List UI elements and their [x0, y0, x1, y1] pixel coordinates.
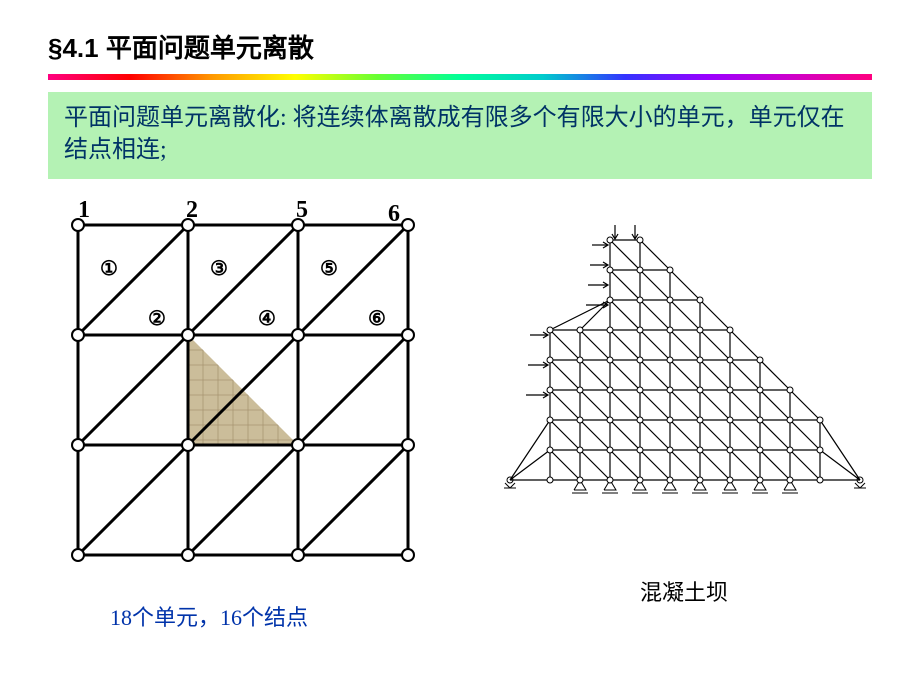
grid-lines — [78, 225, 408, 555]
element-label-1: ① — [100, 258, 118, 280]
element-label-3: ③ — [210, 258, 228, 280]
description-text: 平面问题单元离散化: 将连续体离散成有限多个有限大小的单元，单元仅在结点相连; — [64, 105, 845, 163]
element-label-6: ⑥ — [368, 308, 386, 330]
node-label-6: 6 — [388, 201, 400, 227]
element-label-5: ⑤ — [320, 258, 338, 280]
element-label-2: ② — [148, 308, 166, 330]
element-label-4: ④ — [258, 308, 276, 330]
side-load-arrows — [526, 242, 608, 398]
mesh-grid-diagram: 1 2 5 6 — [68, 195, 408, 580]
divider-rainbow — [48, 74, 872, 80]
dam-lines — [510, 225, 860, 480]
section-title: §4.1 平面问题单元离散 — [48, 28, 314, 65]
description-box: 平面问题单元离散化: 将连续体离散成有限多个有限大小的单元，单元仅在结点相连; — [48, 92, 872, 179]
dam-caption: 混凝土坝 — [640, 575, 728, 607]
dam-mesh-diagram — [480, 220, 880, 555]
top-load-arrows — [612, 225, 638, 239]
grid-caption: 18个单元，16个结点 — [110, 600, 308, 632]
